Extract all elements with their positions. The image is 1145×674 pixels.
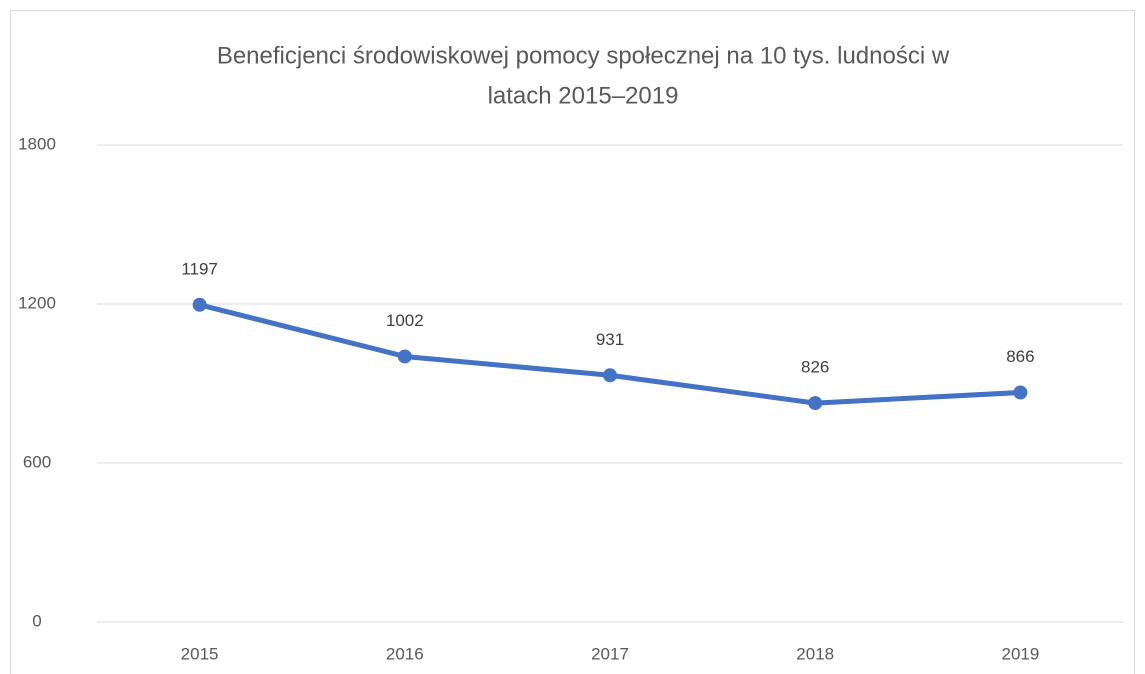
marker (808, 396, 823, 411)
marker (192, 297, 207, 312)
y-tick-label: 1200 (18, 293, 56, 312)
y-tick-label: 0 (32, 611, 41, 630)
x-tick-label: 2016 (386, 644, 424, 663)
data-label: 1197 (181, 259, 218, 278)
chart-title-line: latach 2015‒2019 (488, 82, 679, 109)
x-tick-label: 2017 (591, 644, 629, 663)
marker (397, 349, 412, 364)
y-tick-label: 600 (23, 452, 51, 471)
chart-title-line: Beneficjenci środowiskowej pomocy społec… (217, 42, 950, 69)
line (197, 302, 1023, 406)
x-tick-label: 2018 (796, 644, 834, 663)
x-tick-label: 2015 (181, 644, 219, 663)
marker (603, 368, 617, 383)
marker (1013, 385, 1028, 400)
chart-frame (10, 10, 1135, 674)
data-label: 1002 (386, 311, 424, 330)
x-tick-label: 2019 (1001, 644, 1039, 663)
data-label: 826 (801, 358, 829, 377)
y-tick-label: 1800 (18, 134, 56, 153)
data-label: 866 (1006, 347, 1034, 366)
data-label: 931 (596, 330, 624, 349)
